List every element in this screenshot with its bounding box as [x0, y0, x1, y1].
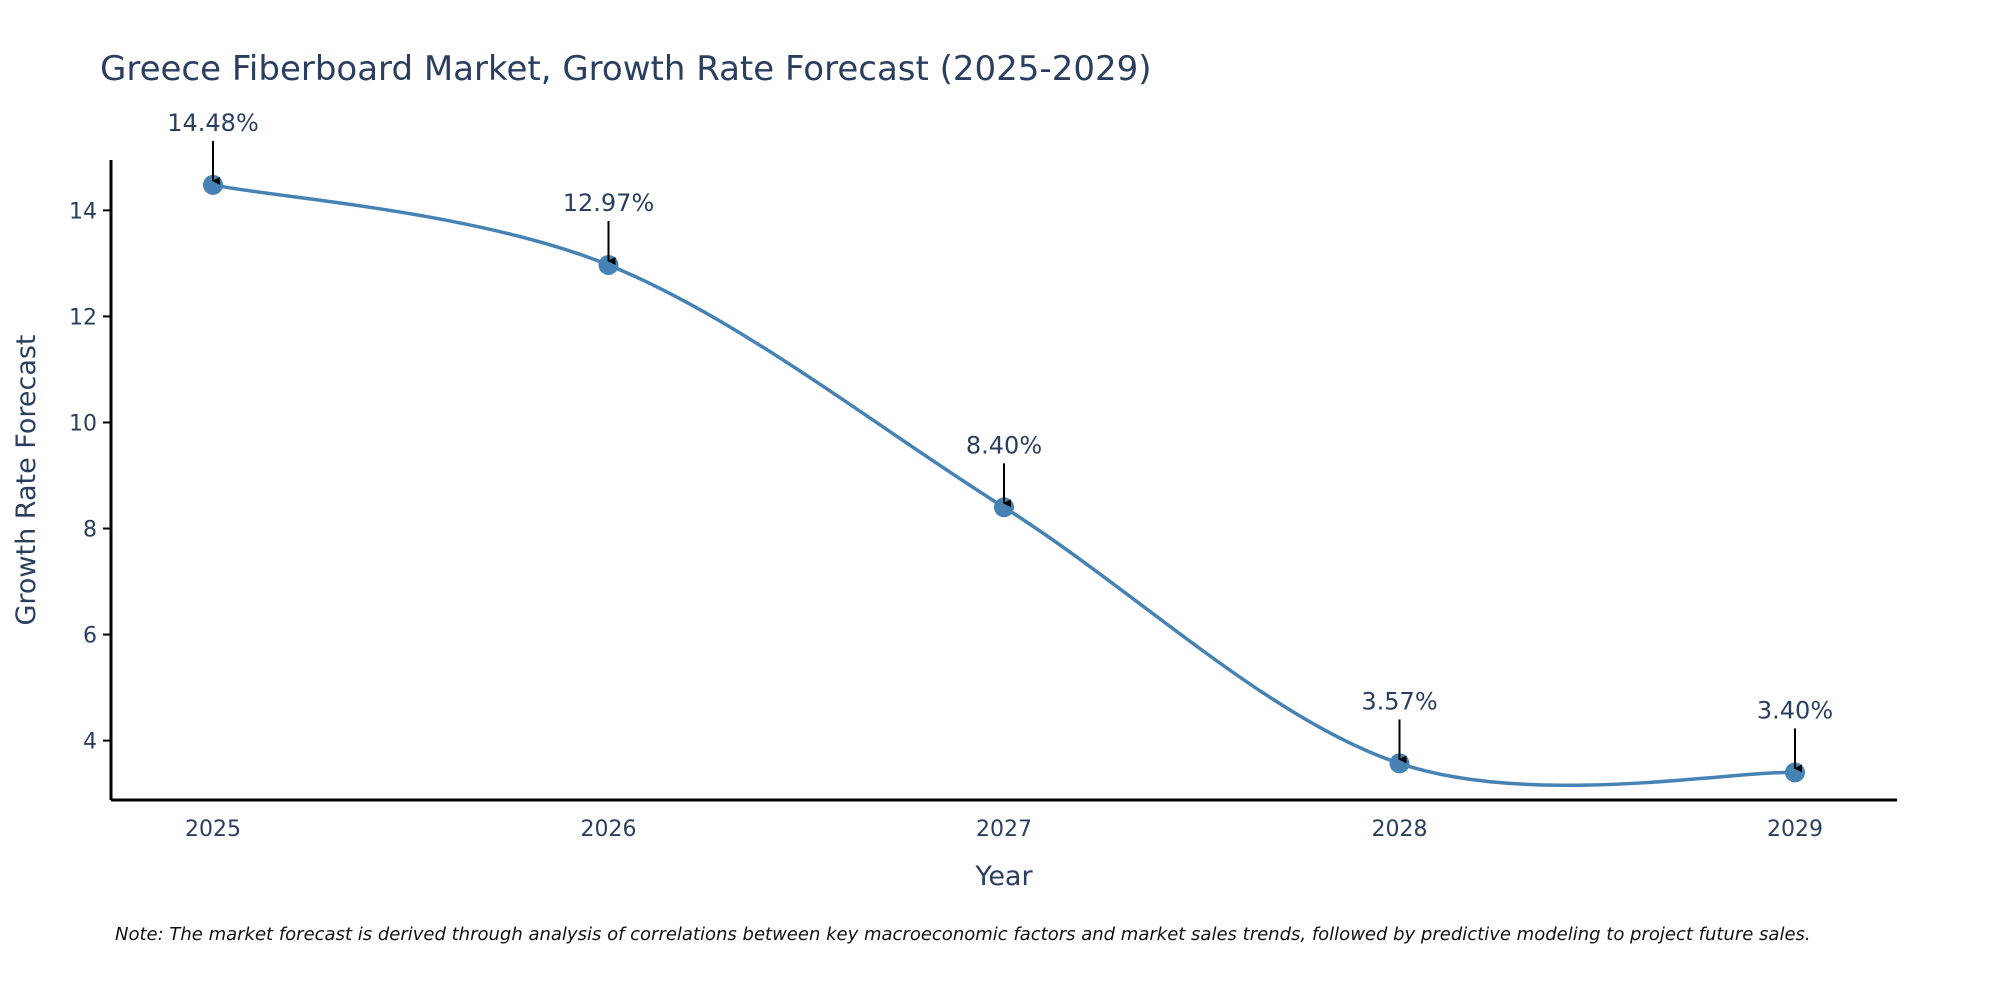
x-tick-label: 2027: [976, 817, 1032, 842]
y-axis-ticks: 4 6 8 10 12 14: [69, 199, 111, 755]
x-tick-label: 2026: [581, 817, 637, 842]
y-axis-title: Growth Rate Forecast: [11, 334, 42, 625]
chart-title: Greece Fiberboard Market, Growth Rate Fo…: [100, 49, 1152, 89]
data-annotations: 14.48% 12.97% 8.40% 3.57% 3.40%: [167, 109, 1833, 773]
x-tick-label: 2028: [1372, 817, 1428, 842]
y-tick-label: 14: [69, 199, 97, 224]
data-label: 3.57%: [1361, 687, 1437, 715]
x-tick-label: 2029: [1767, 817, 1823, 842]
y-tick-label: 4: [83, 730, 97, 755]
data-label: 12.97%: [563, 189, 655, 217]
y-tick-label: 8: [83, 518, 97, 543]
y-tick-label: 10: [69, 411, 97, 436]
data-label: 8.40%: [966, 431, 1042, 459]
footnote: Note: The market forecast is derived thr…: [115, 924, 1811, 945]
data-label: 3.40%: [1757, 696, 1833, 724]
y-tick-label: 12: [69, 305, 97, 330]
data-label: 14.48%: [167, 109, 259, 137]
x-tick-label: 2025: [185, 817, 241, 842]
x-axis-title: Year: [974, 861, 1033, 892]
y-tick-label: 6: [83, 624, 97, 649]
x-axis-ticks: 2025 2026 2027 2028 2029: [185, 817, 1823, 842]
